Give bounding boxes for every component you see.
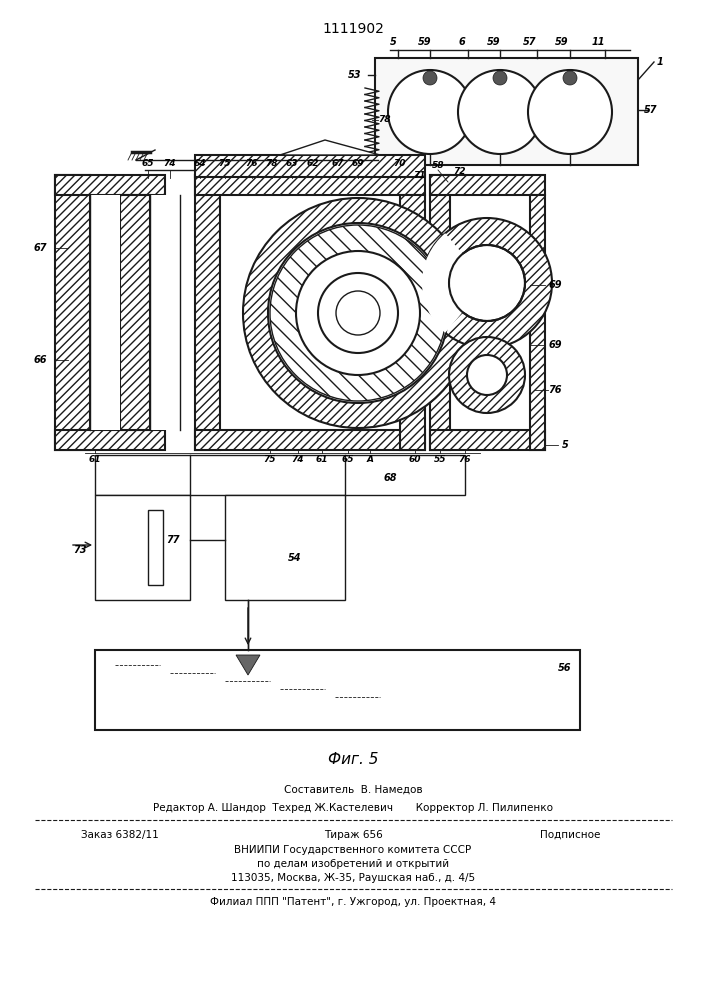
Text: 67: 67 [332,158,344,167]
Text: Заказ 6382/11: Заказ 6382/11 [81,830,159,840]
Text: 61: 61 [89,456,101,464]
Text: 58: 58 [432,160,444,169]
Circle shape [458,70,542,154]
Bar [148,510,163,585]
Text: 60: 60 [409,456,421,464]
Bar [530,195,545,450]
Text: 74: 74 [292,456,304,464]
Polygon shape [236,655,260,675]
Bar [195,175,425,195]
Text: 64: 64 [194,158,206,167]
Circle shape [563,71,577,85]
Text: Подписное: Подписное [540,830,600,840]
Circle shape [422,218,552,348]
Text: 54: 54 [288,553,302,563]
Circle shape [467,355,507,395]
Text: 113035, Москва, Ж-35, Раушская наб., д. 4/5: 113035, Москва, Ж-35, Раушская наб., д. … [231,873,475,883]
Text: 74: 74 [164,158,176,167]
Text: 1: 1 [657,57,663,67]
Bar [55,430,165,450]
Text: 78: 78 [266,158,279,167]
Text: 68: 68 [383,473,397,483]
Text: 72: 72 [454,167,466,176]
Text: 11: 11 [591,37,604,47]
Bar [150,195,180,430]
Bar [95,495,190,600]
Text: 69: 69 [548,280,562,290]
Text: 69: 69 [548,340,562,350]
Text: 76: 76 [459,456,472,464]
Text: 57: 57 [644,105,658,115]
Text: 59: 59 [487,37,501,47]
Text: 76: 76 [548,385,562,395]
Text: 1111902: 1111902 [322,22,384,36]
Text: 65: 65 [141,158,154,167]
Circle shape [388,70,472,154]
Text: 5: 5 [561,440,568,450]
Text: 59: 59 [555,37,568,47]
Bar [95,650,580,730]
Circle shape [423,71,437,85]
Text: 73: 73 [74,545,87,555]
Text: 61: 61 [316,456,328,464]
Text: 69: 69 [352,158,364,167]
Bar [430,430,545,450]
Text: 5: 5 [390,37,397,47]
Bar [195,175,220,450]
Text: 77: 77 [166,535,180,545]
Text: 63: 63 [286,158,298,167]
Bar [55,175,90,450]
Text: 59: 59 [419,37,432,47]
Bar [430,175,545,195]
Bar [90,195,120,430]
Bar [225,495,345,600]
Bar [195,430,425,450]
Text: 66: 66 [33,355,47,365]
Text: 57: 57 [523,37,537,47]
Circle shape [296,251,420,375]
Text: 53: 53 [349,70,362,80]
Circle shape [270,225,446,401]
Text: 62: 62 [307,158,320,167]
Text: Филиал ППП "Патент", г. Ужгород, ул. Проектная, 4: Филиал ППП "Патент", г. Ужгород, ул. Про… [210,897,496,907]
Text: 6: 6 [459,37,465,47]
Text: Составитель  В. Намедов: Составитель В. Намедов [284,785,422,795]
Text: 75: 75 [218,158,231,167]
Text: 55: 55 [434,456,446,464]
Bar [195,155,425,177]
Text: по делам изобретений и открытий: по делам изобретений и открытий [257,859,449,869]
Bar [375,58,638,165]
Bar [55,175,165,195]
Text: Редактор А. Шандор  Техред Ж.Кастелевич       Корректор Л. Пилипенко: Редактор А. Шандор Техред Ж.Кастелевич К… [153,803,553,813]
Text: 71: 71 [414,170,426,180]
Text: 56: 56 [559,663,572,673]
Circle shape [449,337,525,413]
Circle shape [318,273,398,353]
Bar [120,195,150,430]
Text: Тираж 656: Тираж 656 [324,830,382,840]
Text: Фиг. 5: Фиг. 5 [328,752,378,768]
Wedge shape [422,233,464,333]
Bar [400,195,425,450]
Bar [95,455,465,495]
Circle shape [336,291,380,335]
Circle shape [493,71,507,85]
Text: 65: 65 [341,456,354,464]
Polygon shape [280,140,380,155]
Circle shape [528,70,612,154]
Text: 67: 67 [33,243,47,253]
Text: 76: 76 [246,158,258,167]
Text: 75: 75 [264,456,276,464]
Bar [430,175,450,450]
Circle shape [449,245,525,321]
Circle shape [243,198,473,428]
Text: 78: 78 [379,115,391,124]
Text: 70: 70 [394,158,407,167]
Text: A: A [366,456,373,464]
Circle shape [268,223,448,403]
Text: ВНИИПИ Государственного комитета СССР: ВНИИПИ Государственного комитета СССР [235,845,472,855]
